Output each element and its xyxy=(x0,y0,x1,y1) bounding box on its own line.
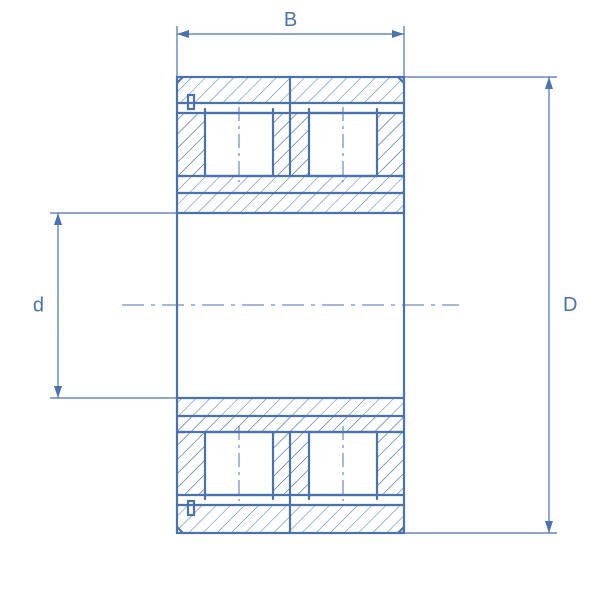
hatched-section xyxy=(177,416,404,432)
dim-label-width: B xyxy=(284,9,297,31)
hatched-section xyxy=(377,432,404,495)
arrowhead xyxy=(177,30,189,38)
arrowhead xyxy=(545,521,553,533)
arrowhead xyxy=(54,386,62,398)
dim-label-bore: d xyxy=(33,295,44,317)
hatched-section xyxy=(177,193,404,213)
hatched-section xyxy=(377,113,404,176)
arrowhead xyxy=(545,77,553,89)
hatched-section xyxy=(177,176,404,193)
hatched-section xyxy=(177,432,205,495)
arrowhead xyxy=(392,30,404,38)
dim-label-outer: D xyxy=(563,294,577,316)
hatched-section xyxy=(177,113,205,176)
groove xyxy=(188,501,194,515)
hatched-section xyxy=(177,398,404,416)
arrowhead xyxy=(54,213,62,225)
